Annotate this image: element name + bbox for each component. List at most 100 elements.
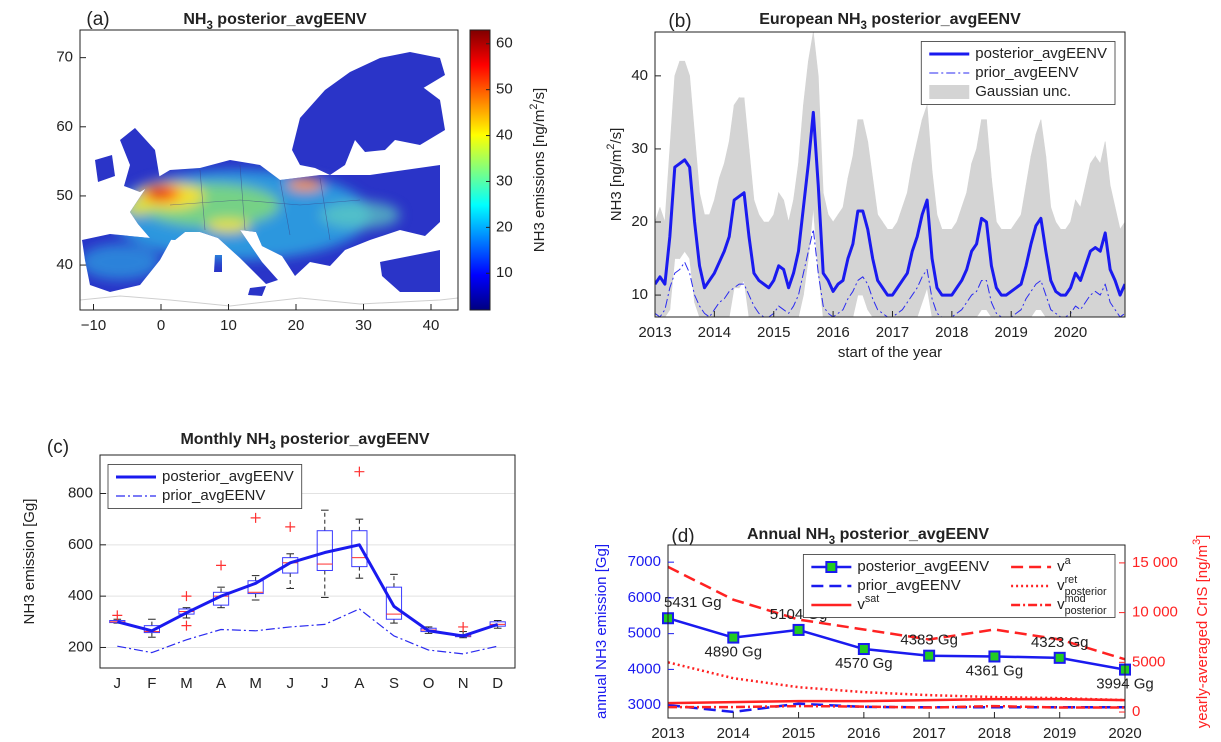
x-tick-label: 2014 — [717, 725, 750, 742]
value-label: 5431 Gg — [664, 594, 722, 611]
text-part: posterior_avgEENV — [276, 431, 430, 448]
x-tick-label: 40 — [423, 317, 440, 334]
x-tick-label: 2013 — [651, 725, 684, 742]
y-tick-label: 600 — [68, 536, 93, 553]
emission-field — [80, 170, 400, 280]
series-line — [116, 543, 499, 638]
uncertainty-band — [911, 141, 918, 317]
legend-box — [107, 464, 303, 509]
colorbar-label: NH3 emissions [ng/m2/s] — [528, 88, 548, 252]
uncertainty-band — [981, 119, 987, 310]
uncertainty-band — [1090, 155, 1096, 317]
legend-item: posterior_avgEENV — [811, 558, 989, 575]
uncertainty-band — [1010, 221, 1017, 317]
marker — [923, 649, 936, 662]
colorbar-tick-label: 50 — [496, 81, 513, 98]
uncertainty-band — [1070, 200, 1076, 317]
x-tick-label: J — [321, 675, 329, 692]
x-tick-label: 2017 — [912, 725, 945, 742]
text-part: /s] — [531, 88, 548, 104]
uncertainty-band — [897, 207, 903, 317]
uncertainty-band — [674, 61, 681, 259]
uncertainty-band — [655, 207, 661, 317]
uncertainty-band — [1025, 156, 1032, 317]
legend-label: vsat — [857, 593, 879, 613]
x-tick-label: 2019 — [995, 324, 1028, 341]
x-tick-label: S — [389, 675, 399, 692]
x-tick-label: F — [147, 675, 156, 692]
x-tick-label: 0 — [157, 317, 165, 334]
uncertainty-band — [753, 199, 760, 317]
marker — [1053, 651, 1066, 664]
superscript: 2 — [605, 144, 617, 150]
uncertainty-band — [877, 213, 883, 317]
uncertainty-band — [793, 163, 799, 317]
x-tick-label: 2020 — [1108, 725, 1141, 742]
value-label: 4570 Gg — [835, 655, 893, 672]
uncertainty-band — [709, 199, 715, 317]
text-part: posterior_avgEENV — [213, 11, 367, 28]
uncertainty-band — [714, 178, 720, 317]
y-tick-label: 15 000 — [1132, 554, 1178, 571]
y-tick-label: 0 — [1132, 703, 1140, 720]
borders — [169, 164, 361, 241]
uncertainty-band — [763, 221, 770, 317]
legend-item: va — [1011, 555, 1071, 575]
coastline — [79, 295, 459, 307]
text-part: v — [857, 596, 865, 613]
legend-item: posterior_avgEENV — [116, 468, 294, 485]
plot-content — [668, 565, 1125, 714]
y-tick-label: 60 — [56, 118, 73, 135]
marker — [988, 650, 1001, 663]
x-tick-label: M — [249, 675, 262, 692]
legend-label: posterior_avgEENV — [162, 468, 294, 485]
uncertainty-band — [951, 221, 958, 317]
uncertainty-band — [1075, 199, 1081, 317]
subscript: posterior — [1065, 605, 1107, 617]
text-part: NH — [183, 11, 206, 28]
x-tick-label: 10 — [220, 317, 237, 334]
superscript: 2 — [528, 104, 540, 110]
y-tick-label: 10 — [631, 286, 648, 303]
uncertainty-band — [832, 213, 839, 317]
uncertainty-band — [882, 221, 888, 317]
subscript: posterior — [1065, 586, 1107, 598]
outlier — [112, 610, 123, 621]
text-part: Monthly NH — [180, 431, 269, 448]
uncertainty-band — [1001, 229, 1007, 317]
uncertainty-band — [1055, 221, 1061, 317]
uncertainty-band — [1050, 207, 1057, 317]
x-tick-label: 2016 — [847, 725, 880, 742]
uncertainty-band — [704, 214, 710, 317]
uncertainty-band — [1119, 221, 1125, 317]
uncertainty-band — [1065, 221, 1071, 317]
uncertainty-band — [941, 229, 948, 317]
uncertainty-band — [902, 192, 908, 317]
y-axis-label: NH3 emission [Gg] — [21, 499, 38, 625]
legend-item: prior_avgEENV — [929, 64, 1079, 81]
value-label: 4383 Gg — [900, 632, 958, 649]
series-line — [668, 565, 1125, 661]
outlier — [354, 466, 365, 477]
colorbar-tick-label: 60 — [496, 35, 513, 52]
uncertainty-band — [892, 221, 898, 317]
colorbar-tick-label: 30 — [496, 172, 513, 189]
superscript: mod — [1065, 593, 1086, 605]
legend: posterior_avgEENV prior_avgEENV — [107, 464, 303, 509]
x-tick-label: 2015 — [782, 725, 815, 742]
y-tick-label: 50 — [56, 187, 73, 204]
legend-item: prior_avgEENV — [116, 487, 265, 504]
colorbar — [469, 29, 491, 311]
legend-item: prior_avgEENV — [811, 577, 961, 594]
uncertainty-band — [887, 229, 893, 317]
x-tick-label: −10 — [81, 317, 106, 334]
text-part: posterior_avgEENV — [835, 526, 989, 543]
x-tick-label: 2016 — [816, 324, 849, 341]
uncertainty-band — [1080, 185, 1086, 317]
uncertainty-band — [788, 200, 794, 317]
y-tick-label: 5000 — [1132, 653, 1165, 670]
uncertainty-band — [956, 207, 963, 317]
uncertainty-band — [723, 141, 730, 317]
